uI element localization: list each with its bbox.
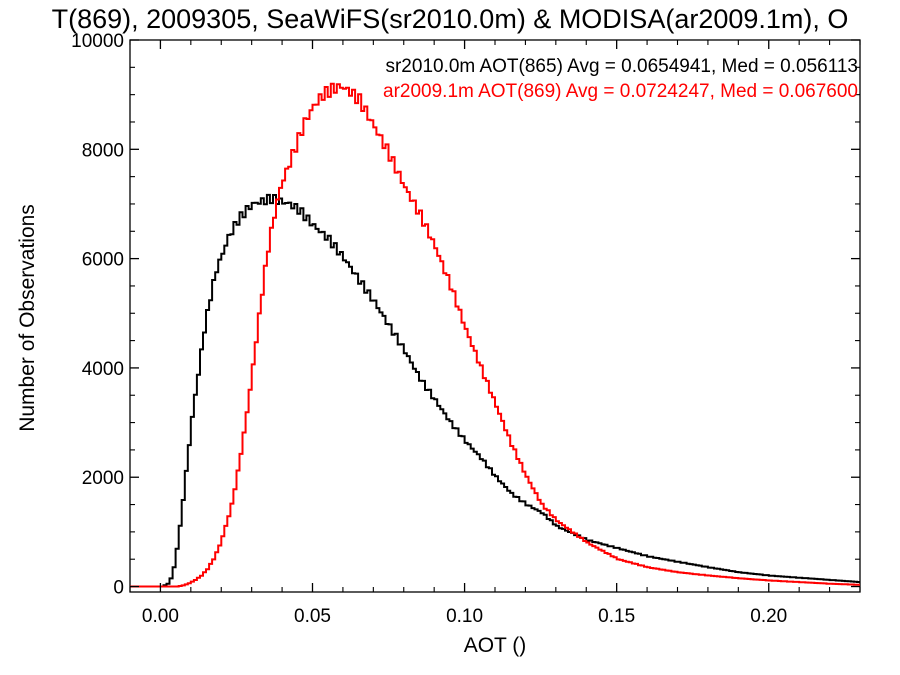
- x-tick-label: 0.10: [446, 606, 483, 627]
- x-tick-label: 0.00: [142, 606, 179, 627]
- series-line-0: [130, 193, 860, 588]
- legend-entry-ar2009: ar2009.1m AOT(869) Avg = 0.0724247, Med …: [383, 81, 858, 102]
- y-tick-label: 10000: [71, 31, 124, 52]
- x-tick-label: 0.05: [294, 606, 331, 627]
- x-axis-label: AOT (): [464, 634, 527, 657]
- chart-title: T(869), 2009305, SeaWiFS(sr2010.0m) & MO…: [52, 4, 849, 34]
- y-tick-label: 6000: [82, 250, 124, 271]
- x-tick-label: 0.20: [750, 606, 787, 627]
- plot-area: 0.00 0.05 0.10 0.15 0.20 0 2000 4000 6000 8000 100…: [71, 31, 861, 627]
- y-tick-label: 2000: [82, 468, 124, 489]
- y-tick-label: 4000: [82, 359, 124, 380]
- y-tick-label: 0: [113, 578, 124, 599]
- x-tick-label: 0.15: [598, 606, 635, 627]
- series-line-1: [130, 82, 860, 588]
- y-tick-label: 8000: [82, 140, 124, 161]
- plot-frame: [129, 39, 861, 593]
- y-axis-label: Number of Observations: [16, 204, 39, 432]
- legend-entry-sr2010: sr2010.0m AOT(865) Avg = 0.0654941, Med …: [385, 56, 858, 77]
